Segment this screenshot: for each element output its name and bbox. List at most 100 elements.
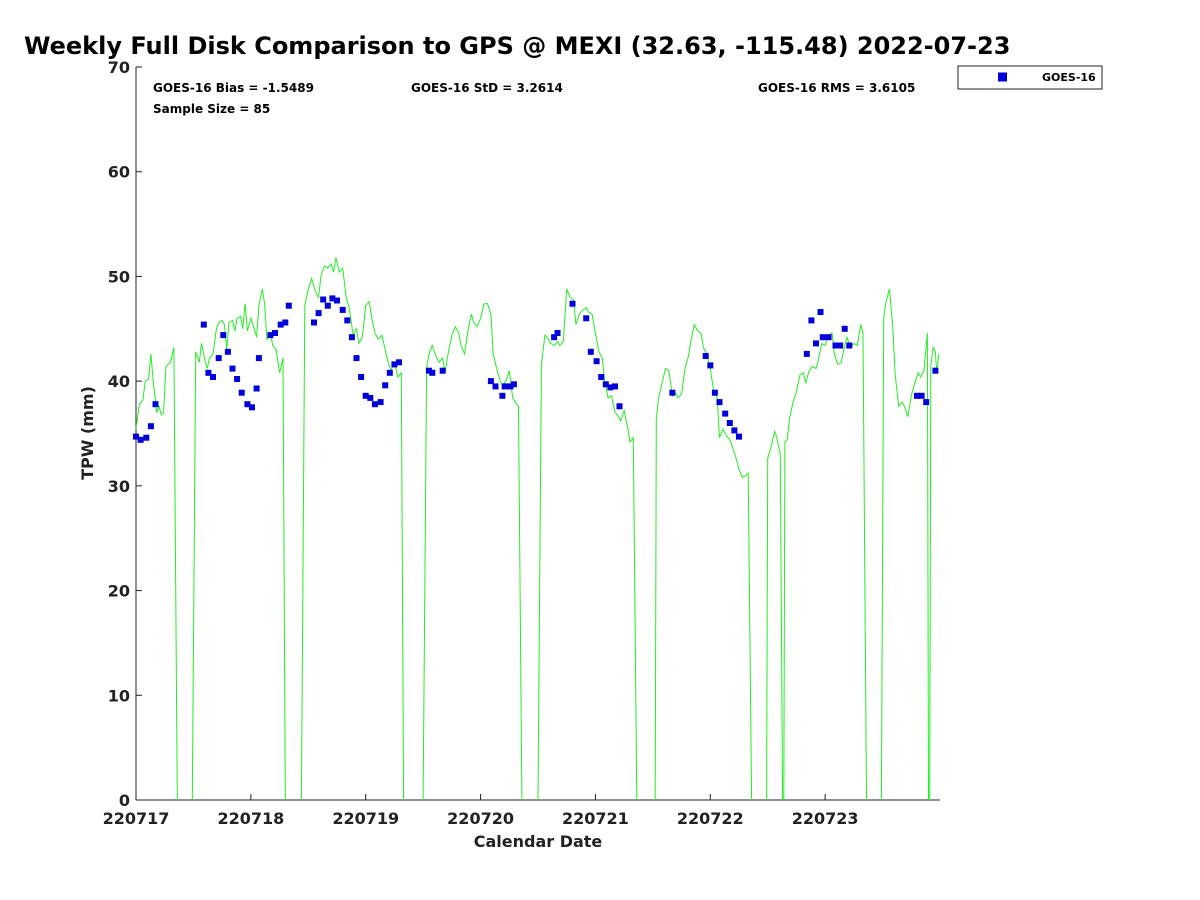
goes-data-point: [137, 436, 144, 443]
plot-area: 0 10 20 30 40 50 60 70 220717 220718 220719 220720…: [103, 58, 940, 828]
legend: GOES-16: [957, 65, 1103, 90]
goes-data-point: [205, 369, 212, 376]
goes-data-point: [554, 330, 561, 336]
goes-data-point: [344, 317, 351, 324]
goes-data-point: [492, 383, 499, 390]
y-tick-label: 50: [108, 267, 130, 286]
gps-line-segment: [537, 288, 638, 801]
goes-data-point: [348, 334, 355, 341]
goes-series-points: [133, 295, 939, 443]
goes-data-point: [152, 401, 159, 408]
x-ticks: 220717 220718 220719 220720 220721 220722 2207…: [103, 794, 859, 828]
goes-data-point: [358, 374, 365, 380]
y-tick-label: 30: [108, 477, 130, 496]
y-ticks: 0 10 20 30 40 50 60 70: [108, 58, 142, 810]
gps-series-line: [135, 257, 940, 801]
gps-line-segment: [766, 429, 784, 801]
goes-data-point: [819, 334, 826, 341]
goes-data-point: [391, 361, 398, 368]
x-axis-label: Calendar Date: [474, 832, 603, 851]
goes-data-point: [487, 378, 494, 385]
goes-data-point: [918, 392, 925, 399]
gps-line-segment: [654, 323, 753, 801]
y-tick-label: 20: [108, 582, 130, 601]
goes-data-point: [311, 319, 317, 326]
goes-data-point: [507, 383, 514, 390]
y-axis-label: TPW (mm): [78, 386, 97, 480]
y-tick-label: 60: [108, 163, 130, 182]
goes-data-point: [702, 353, 709, 359]
goes-data-point: [324, 302, 331, 309]
goes-data-point: [722, 410, 729, 417]
goes-data-point: [439, 367, 446, 374]
x-tick-label: 220722: [677, 809, 744, 828]
goes-data-point: [396, 359, 402, 366]
goes-data-point: [315, 310, 322, 317]
goes-data-point: [825, 334, 832, 341]
goes-data-point: [612, 383, 618, 390]
goes-data-point: [238, 389, 245, 396]
goes-data-point: [846, 342, 853, 349]
goes-data-point: [329, 295, 336, 302]
legend-label-goes: GOES-16: [1042, 71, 1096, 84]
goes-data-point: [244, 401, 251, 408]
goes-data-point: [277, 321, 284, 328]
goes-data-point: [382, 382, 389, 389]
goes-data-point: [817, 309, 824, 315]
goes-data-point: [429, 369, 436, 376]
goes-data-point: [267, 332, 274, 339]
goes-data-point: [367, 394, 374, 401]
goes-data-point: [923, 399, 930, 406]
goes-data-point: [598, 374, 605, 380]
legend-marker-goes: [998, 72, 1007, 82]
goes-data-point: [832, 342, 839, 349]
gps-line-segment: [422, 303, 523, 801]
y-tick-label: 40: [108, 372, 130, 391]
goes-data-point: [425, 367, 432, 374]
x-tick-label: 220718: [217, 809, 284, 828]
goes-data-point: [334, 297, 340, 304]
stat-rms: GOES-16 RMS = 3.6105: [758, 81, 915, 95]
goes-data-point: [501, 383, 508, 390]
chart-title: Weekly Full Disk Comparison to GPS @ MEX…: [24, 32, 1010, 60]
goes-data-point: [147, 423, 154, 430]
x-tick-label: 220720: [447, 809, 514, 828]
gps-line-segment: [135, 347, 178, 801]
goes-data-point: [616, 403, 623, 410]
goes-data-point: [200, 321, 207, 328]
legend-box: [957, 65, 1103, 90]
goes-data-point: [253, 385, 260, 392]
goes-data-point: [320, 296, 327, 303]
stat-std: GOES-16 StD = 3.2614: [411, 81, 563, 95]
goes-data-point: [229, 365, 236, 372]
goes-data-point: [726, 420, 733, 426]
gps-line-segment: [929, 345, 940, 801]
goes-data-point: [499, 392, 506, 399]
goes-data-point: [215, 355, 222, 362]
gps-line-segment: [783, 324, 867, 801]
goes-data-point: [587, 348, 594, 355]
goes-data-point: [272, 330, 278, 336]
goes-data-point: [362, 392, 369, 399]
y-tick-label: 10: [108, 686, 130, 705]
x-tick-label: 220723: [792, 809, 859, 828]
goes-data-point: [339, 306, 346, 313]
goes-data-point: [716, 399, 723, 406]
goes-data-point: [386, 369, 393, 376]
goes-data-point: [353, 355, 360, 362]
goes-data-point: [224, 348, 231, 355]
goes-data-point: [711, 389, 718, 396]
y-tick-label: 0: [119, 791, 130, 810]
goes-data-point: [255, 355, 262, 362]
goes-data-point: [569, 300, 576, 307]
gps-line-segment: [191, 288, 286, 801]
goes-data-point: [932, 367, 939, 374]
goes-data-point: [669, 389, 676, 396]
goes-data-point: [593, 358, 600, 365]
goes-data-point: [583, 315, 590, 322]
goes-data-point: [220, 332, 227, 339]
goes-data-point: [249, 404, 255, 411]
x-tick-label: 220717: [103, 809, 170, 828]
goes-data-point: [607, 384, 614, 391]
